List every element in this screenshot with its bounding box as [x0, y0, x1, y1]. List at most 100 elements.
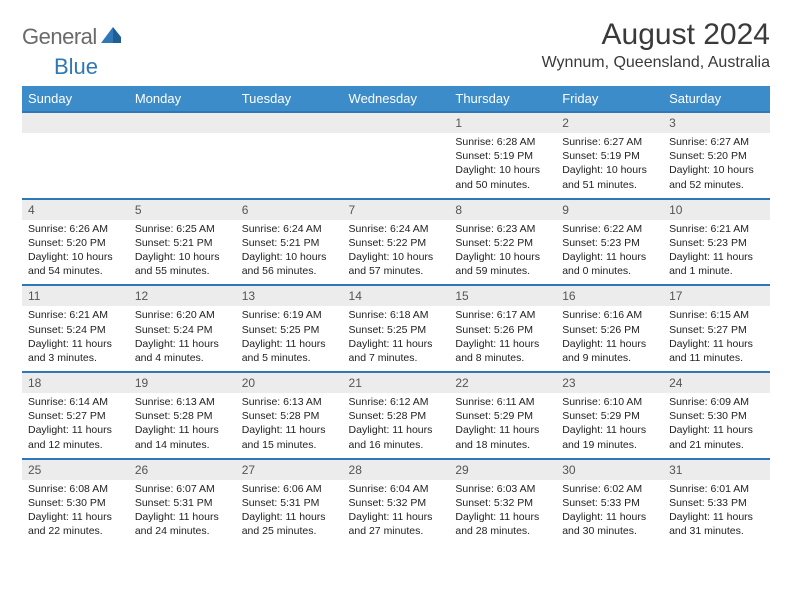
sunrise-text: Sunrise: 6:23 AM: [455, 222, 550, 236]
sunset-text: Sunset: 5:22 PM: [455, 236, 550, 250]
sunset-text: Sunset: 5:23 PM: [562, 236, 657, 250]
day-number: 30: [556, 460, 663, 480]
day-header: Tuesday: [236, 86, 343, 112]
day-details: Sunrise: 6:04 AMSunset: 5:32 PMDaylight:…: [343, 480, 450, 545]
sunrise-text: Sunrise: 6:26 AM: [28, 222, 123, 236]
day-number: 4: [22, 200, 129, 220]
daylight-text: Daylight: 11 hours: [562, 423, 657, 437]
day-details: Sunrise: 6:28 AMSunset: 5:19 PMDaylight:…: [449, 133, 556, 198]
day-details: Sunrise: 6:13 AMSunset: 5:28 PMDaylight:…: [236, 393, 343, 458]
sunrise-text: Sunrise: 6:21 AM: [28, 308, 123, 322]
sunset-text: Sunset: 5:20 PM: [28, 236, 123, 250]
day-number: 1: [449, 113, 556, 133]
sunset-text: Sunset: 5:31 PM: [242, 496, 337, 510]
day-details: Sunrise: 6:13 AMSunset: 5:28 PMDaylight:…: [129, 393, 236, 458]
day-details: Sunrise: 6:07 AMSunset: 5:31 PMDaylight:…: [129, 480, 236, 545]
day-cell: 19Sunrise: 6:13 AMSunset: 5:28 PMDayligh…: [129, 372, 236, 459]
sunset-text: Sunset: 5:28 PM: [242, 409, 337, 423]
sunrise-text: Sunrise: 6:20 AM: [135, 308, 230, 322]
sunrise-text: Sunrise: 6:01 AM: [669, 482, 764, 496]
day-cell: 4 Sunrise: 6:26 AMSunset: 5:20 PMDaylight…: [22, 199, 129, 286]
day-cell: 26Sunrise: 6:07 AMSunset: 5:31 PMDayligh…: [129, 459, 236, 545]
calendar-table: SundayMondayTuesdayWednesdayThursdayFrid…: [22, 86, 770, 544]
day-details: Sunrise: 6:22 AMSunset: 5:23 PMDaylight:…: [556, 220, 663, 285]
sunset-text: Sunset: 5:20 PM: [669, 149, 764, 163]
day-cell: [236, 112, 343, 199]
logo-text-gray: General: [22, 24, 97, 50]
sunset-text: Sunset: 5:33 PM: [562, 496, 657, 510]
daylight-text: Daylight: 11 hours: [562, 510, 657, 524]
sunrise-text: Sunrise: 6:11 AM: [455, 395, 550, 409]
day-details: Sunrise: 6:06 AMSunset: 5:31 PMDaylight:…: [236, 480, 343, 545]
daylight-text: Daylight: 10 hours: [135, 250, 230, 264]
day-cell: 20Sunrise: 6:13 AMSunset: 5:28 PMDayligh…: [236, 372, 343, 459]
day-cell: 29Sunrise: 6:03 AMSunset: 5:32 PMDayligh…: [449, 459, 556, 545]
week-row: 11Sunrise: 6:21 AMSunset: 5:24 PMDayligh…: [22, 285, 770, 372]
day-number: 28: [343, 460, 450, 480]
day-number: 26: [129, 460, 236, 480]
day-details: Sunrise: 6:20 AMSunset: 5:24 PMDaylight:…: [129, 306, 236, 371]
daylight-text: Daylight: 11 hours: [28, 423, 123, 437]
day-number: 13: [236, 286, 343, 306]
day-number: [129, 113, 236, 133]
day-details: Sunrise: 6:09 AMSunset: 5:30 PMDaylight:…: [663, 393, 770, 458]
daylight-text: Daylight: 11 hours: [562, 337, 657, 351]
daylight-text: Daylight: 10 hours: [28, 250, 123, 264]
sunset-text: Sunset: 5:19 PM: [455, 149, 550, 163]
daylight-text: Daylight: 11 hours: [455, 510, 550, 524]
sunset-text: Sunset: 5:33 PM: [669, 496, 764, 510]
sunrise-text: Sunrise: 6:08 AM: [28, 482, 123, 496]
day-number: 18: [22, 373, 129, 393]
sunset-text: Sunset: 5:24 PM: [28, 323, 123, 337]
logo-text-blue: Blue: [54, 54, 98, 80]
day-header: Wednesday: [343, 86, 450, 112]
day-number: 6: [236, 200, 343, 220]
sunset-text: Sunset: 5:28 PM: [349, 409, 444, 423]
sunrise-text: Sunrise: 6:12 AM: [349, 395, 444, 409]
daylight-text: and 12 minutes.: [28, 438, 123, 452]
sunset-text: Sunset: 5:31 PM: [135, 496, 230, 510]
day-number: 10: [663, 200, 770, 220]
day-details: Sunrise: 6:10 AMSunset: 5:29 PMDaylight:…: [556, 393, 663, 458]
sunset-text: Sunset: 5:32 PM: [455, 496, 550, 510]
day-details: Sunrise: 6:16 AMSunset: 5:26 PMDaylight:…: [556, 306, 663, 371]
day-cell: 15Sunrise: 6:17 AMSunset: 5:26 PMDayligh…: [449, 285, 556, 372]
sunrise-text: Sunrise: 6:03 AM: [455, 482, 550, 496]
daylight-text: and 14 minutes.: [135, 438, 230, 452]
day-cell: [343, 112, 450, 199]
day-header: Saturday: [663, 86, 770, 112]
sunset-text: Sunset: 5:29 PM: [562, 409, 657, 423]
sunrise-text: Sunrise: 6:28 AM: [455, 135, 550, 149]
logo: General: [22, 24, 123, 50]
day-details: Sunrise: 6:24 AMSunset: 5:22 PMDaylight:…: [343, 220, 450, 285]
day-cell: 12Sunrise: 6:20 AMSunset: 5:24 PMDayligh…: [129, 285, 236, 372]
day-details: Sunrise: 6:01 AMSunset: 5:33 PMDaylight:…: [663, 480, 770, 545]
day-cell: 6Sunrise: 6:24 AMSunset: 5:21 PMDaylight…: [236, 199, 343, 286]
sunset-text: Sunset: 5:21 PM: [135, 236, 230, 250]
daylight-text: and 19 minutes.: [562, 438, 657, 452]
sunrise-text: Sunrise: 6:18 AM: [349, 308, 444, 322]
sunset-text: Sunset: 5:30 PM: [28, 496, 123, 510]
daylight-text: Daylight: 10 hours: [669, 163, 764, 177]
day-header: Sunday: [22, 86, 129, 112]
sunrise-text: Sunrise: 6:24 AM: [242, 222, 337, 236]
day-cell: 23Sunrise: 6:10 AMSunset: 5:29 PMDayligh…: [556, 372, 663, 459]
daylight-text: Daylight: 11 hours: [669, 510, 764, 524]
sunrise-text: Sunrise: 6:25 AM: [135, 222, 230, 236]
daylight-text: Daylight: 10 hours: [349, 250, 444, 264]
daylight-text: Daylight: 11 hours: [455, 423, 550, 437]
daylight-text: and 54 minutes.: [28, 264, 123, 278]
sunset-text: Sunset: 5:24 PM: [135, 323, 230, 337]
daylight-text: Daylight: 11 hours: [349, 423, 444, 437]
day-cell: 1Sunrise: 6:28 AMSunset: 5:19 PMDaylight…: [449, 112, 556, 199]
daylight-text: and 11 minutes.: [669, 351, 764, 365]
day-cell: 30Sunrise: 6:02 AMSunset: 5:33 PMDayligh…: [556, 459, 663, 545]
daylight-text: Daylight: 11 hours: [135, 510, 230, 524]
daylight-text: Daylight: 11 hours: [28, 337, 123, 351]
day-cell: [22, 112, 129, 199]
daylight-text: and 7 minutes.: [349, 351, 444, 365]
day-header: Friday: [556, 86, 663, 112]
day-cell: 8Sunrise: 6:23 AMSunset: 5:22 PMDaylight…: [449, 199, 556, 286]
logo-triangle-icon: [101, 27, 121, 48]
day-number: 31: [663, 460, 770, 480]
